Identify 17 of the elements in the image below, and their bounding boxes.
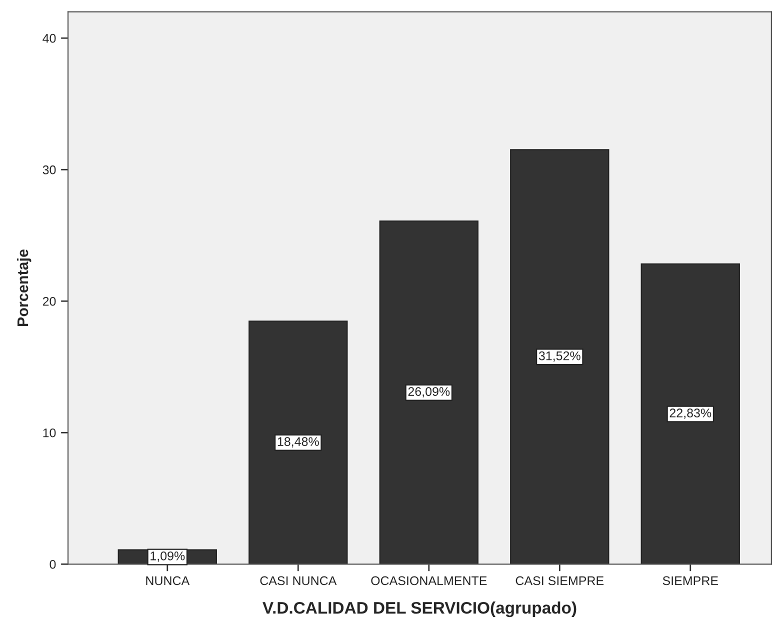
- y-tick-label: 30: [42, 165, 56, 174]
- x-tick-label: OCASIONALMENTE: [371, 576, 487, 586]
- y-tick-label: 20: [42, 296, 56, 306]
- y-axis-title: Porcentaje: [16, 249, 32, 326]
- x-axis-title: V.D.CALIDAD DEL SERVICIO(agrupado): [262, 602, 576, 618]
- x-tick-label: CASI NUNCA: [260, 576, 337, 586]
- data-label: 31,52%: [538, 351, 580, 362]
- x-tick-label: SIEMPRE: [662, 576, 718, 586]
- x-tick-label: CASI SIEMPRE: [516, 576, 604, 586]
- data-label: 22,83%: [670, 408, 712, 419]
- y-tick-label: 0: [50, 560, 56, 569]
- data-label: 26,09%: [408, 387, 450, 398]
- y-tick-label: 40: [42, 34, 56, 43]
- data-label: 1,09%: [150, 551, 185, 562]
- x-tick-label: NUNCA: [146, 576, 190, 586]
- data-label: 18,48%: [278, 437, 319, 448]
- y-tick-label: 10: [43, 428, 56, 438]
